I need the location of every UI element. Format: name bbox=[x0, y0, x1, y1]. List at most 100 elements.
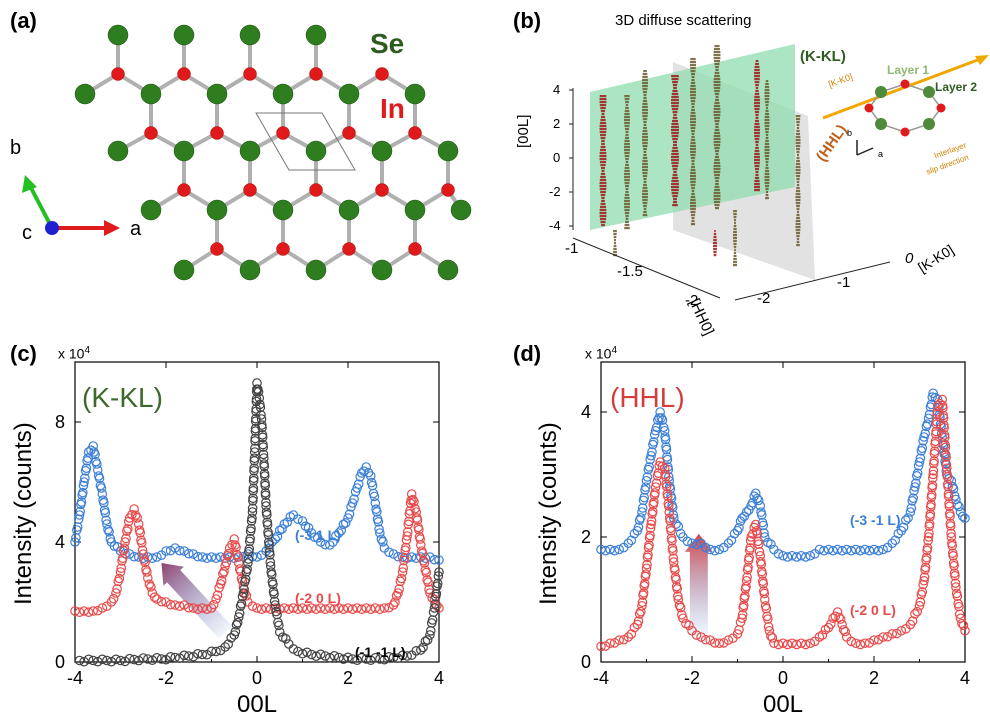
se-atom bbox=[437, 140, 459, 162]
diffuse-streak-segment bbox=[671, 183, 679, 186]
data-point bbox=[796, 550, 806, 561]
diffuse-streak-segment bbox=[671, 78, 679, 81]
diffuse-streak-segment bbox=[642, 133, 648, 136]
data-point bbox=[241, 590, 252, 601]
diffuse-streak-segment bbox=[713, 81, 721, 84]
diffuse-streak-segment bbox=[796, 121, 800, 124]
diffuse-streak-segment bbox=[691, 220, 695, 223]
diffuse-streak-segment bbox=[713, 201, 721, 204]
data-point bbox=[398, 563, 409, 573]
zaxis-label: [00L] bbox=[515, 114, 532, 148]
data-point bbox=[245, 533, 255, 544]
data-point bbox=[265, 550, 275, 560]
data-point bbox=[958, 620, 969, 631]
3d-axes bbox=[572, 88, 891, 301]
data-point bbox=[211, 553, 221, 563]
data-point bbox=[896, 625, 907, 636]
data-point bbox=[365, 655, 376, 665]
data-point bbox=[643, 550, 653, 560]
diffuse-streak-segment bbox=[714, 90, 720, 93]
diffuse-streak-segment bbox=[795, 193, 801, 196]
diffuse-streak-segment bbox=[600, 146, 606, 149]
diffuse-streak-segment bbox=[600, 110, 606, 113]
diffuse-streak-segment bbox=[754, 156, 760, 159]
data-point bbox=[99, 498, 109, 508]
data-point bbox=[265, 557, 276, 567]
panel-b-title: 3D diffuse scattering bbox=[615, 12, 752, 29]
data-point bbox=[137, 545, 148, 555]
diffuse-streak-segment bbox=[642, 202, 648, 205]
data-point bbox=[183, 602, 194, 613]
data-point bbox=[293, 646, 303, 657]
data-point bbox=[919, 572, 930, 582]
diffuse-streak-segment bbox=[754, 66, 760, 69]
diffuse-streak-segment bbox=[765, 134, 769, 137]
data-point bbox=[220, 642, 230, 652]
diffuse-streak-segment bbox=[765, 197, 769, 200]
data-point bbox=[910, 609, 920, 619]
data-point bbox=[156, 596, 167, 607]
diffuse-streak-segment bbox=[754, 177, 760, 180]
data-point bbox=[432, 578, 443, 589]
se-atom bbox=[404, 83, 426, 105]
data-point bbox=[691, 539, 702, 550]
data-point bbox=[924, 528, 934, 539]
diffuse-streak-segment bbox=[691, 103, 695, 106]
data-point bbox=[920, 562, 931, 573]
diffuse-streak-segment bbox=[671, 186, 679, 189]
in-atom bbox=[177, 183, 191, 197]
in-label: In bbox=[380, 93, 405, 124]
diffuse-streak-segment bbox=[671, 165, 679, 168]
data-point bbox=[805, 638, 816, 649]
diffuse-streak-segment bbox=[764, 173, 770, 176]
data-point bbox=[636, 513, 646, 523]
data-point bbox=[248, 493, 258, 503]
diffuse-streak-segment bbox=[642, 100, 648, 103]
diffuse-streak-segment bbox=[713, 111, 721, 114]
data-point bbox=[732, 629, 743, 639]
data-point bbox=[941, 459, 952, 470]
diffuse-streak-segment bbox=[671, 105, 679, 108]
panel-d: (d) x 104 Intensity (counts) -4 -2 0 2 4 0 2 4 0… bbox=[495, 335, 990, 728]
in-atom bbox=[342, 242, 356, 256]
data-point bbox=[737, 609, 748, 620]
data-point bbox=[417, 548, 428, 559]
data-point bbox=[754, 546, 765, 557]
diffuse-streak-segment bbox=[754, 159, 760, 162]
se-atom bbox=[140, 199, 162, 221]
diffuse-streak-segment bbox=[599, 161, 607, 164]
data-point bbox=[288, 644, 299, 654]
data-point bbox=[239, 584, 249, 594]
x-axis-label: 00L bbox=[237, 691, 277, 718]
data-point bbox=[906, 503, 917, 513]
diffuse-streak-segment bbox=[733, 240, 737, 243]
se-atom bbox=[107, 140, 129, 162]
data-point bbox=[945, 521, 956, 531]
series--20l bbox=[596, 394, 970, 652]
panel-c: (c) x 104 Intensity (counts) -4 -2 0 2 4 0 4 8 0… bbox=[0, 335, 495, 728]
se-atom bbox=[239, 259, 261, 281]
data-point bbox=[244, 544, 255, 554]
diffuse-streak-segment bbox=[642, 145, 648, 148]
data-point bbox=[256, 604, 267, 614]
diffuse-streak-segment bbox=[796, 235, 800, 238]
data-point bbox=[927, 473, 938, 483]
data-point bbox=[264, 543, 274, 553]
data-point bbox=[761, 603, 772, 614]
diffuse-streak-segment bbox=[765, 140, 769, 143]
diffuse-streak-segment bbox=[643, 181, 647, 184]
data-point bbox=[129, 504, 139, 514]
data-point bbox=[183, 651, 194, 661]
diffuse-streak-segment bbox=[691, 187, 695, 190]
diffuse-streak-segment bbox=[713, 245, 717, 248]
data-point bbox=[257, 432, 268, 443]
diffuse-streak-segment bbox=[599, 209, 607, 212]
data-point bbox=[193, 551, 203, 562]
diffuse-streak-segment bbox=[642, 118, 648, 121]
diffuse-streak-segment bbox=[624, 119, 630, 122]
diffuse-streak-segment bbox=[713, 54, 721, 57]
data-point bbox=[347, 654, 358, 664]
se-atom bbox=[206, 83, 228, 105]
y-tick-label: 4 bbox=[581, 402, 591, 422]
data-point bbox=[219, 566, 229, 577]
